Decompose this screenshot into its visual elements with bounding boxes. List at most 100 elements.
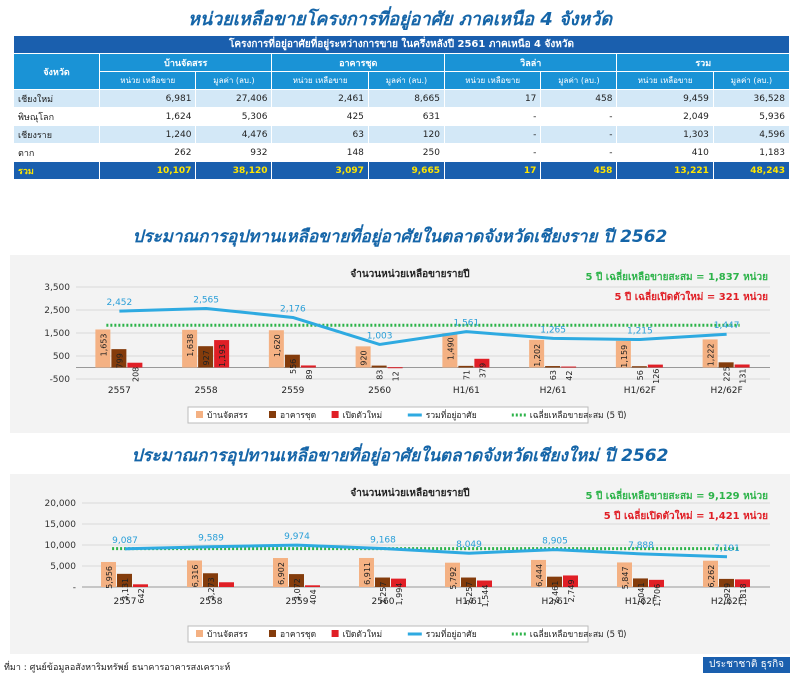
data-label: 5,847 <box>621 566 630 589</box>
cell: 17 <box>443 89 542 108</box>
chart-title: จำนวนหน่วยเหลือขายรายปี <box>350 487 469 499</box>
x-tick-label: H1/62F <box>624 386 656 396</box>
bar <box>703 560 718 587</box>
data-label: 1,620 <box>273 334 282 357</box>
chart-heading-chiangrai: ประมาณการอุปทานเหลือขายที่อยู่อาศัยในตลา… <box>132 227 668 247</box>
bar <box>633 578 648 587</box>
legend-label: เปิดตัวใหม่ <box>343 629 382 640</box>
cell: 410 <box>616 143 714 162</box>
data-label: 6,316 <box>191 564 200 587</box>
data-label: 379 <box>478 363 487 378</box>
cell: 458 <box>540 89 618 108</box>
row-name: ตาก <box>13 143 100 162</box>
data-label: 2,461 <box>551 581 560 604</box>
bar <box>477 580 492 587</box>
table-row: เชียงใหม่ 6,981 27,406 2,461 8,665 17 45… <box>13 89 791 108</box>
bar <box>187 560 202 587</box>
legend-swatch <box>269 630 276 637</box>
bar <box>647 364 663 368</box>
x-tick-label: 2559 <box>286 597 309 607</box>
series-line-total <box>124 543 728 559</box>
data-label: 6,902 <box>277 562 286 585</box>
data-label: 6,262 <box>707 565 716 588</box>
table-row: พิษณุโลก 1,624 5,306 425 631 - - 2,049 5… <box>13 107 791 126</box>
legend: บ้านจัดสรร อาคารชุด เปิดตัวใหม่ รวมที่อยู่อ… <box>187 406 626 424</box>
cell: 48,243 <box>712 161 791 180</box>
group-header: อาคารชุด <box>271 53 445 72</box>
cell: 36,528 <box>712 89 791 108</box>
cell: 3,097 <box>271 161 369 180</box>
bar <box>101 561 116 587</box>
legend-label: บ้านจัดสรร <box>207 629 248 640</box>
data-label: 1,994 <box>395 583 404 606</box>
bar <box>182 329 198 368</box>
cell: 1,183 <box>712 143 791 162</box>
bar <box>734 364 750 368</box>
y-tick-label: 1,500 <box>44 329 70 339</box>
data-label: 6,444 <box>535 564 544 587</box>
data-label: 12 <box>392 371 401 381</box>
cell: - <box>443 125 542 144</box>
x-tick-label: H2/61 <box>542 597 569 607</box>
cell: 250 <box>367 143 445 162</box>
chart-chiangrai: จำนวนหน่วยเหลือขายรายปี 5 ปี เฉลี่ยเหลือข… <box>44 268 770 424</box>
x-tick-label: H1/61 <box>456 597 483 607</box>
data-label: 208 <box>131 367 140 382</box>
row-name: พิษณุโลก <box>13 107 100 126</box>
table-row: ตาก 262 932 148 250 - - 410 1,183 <box>13 143 791 162</box>
y-tick-label: - <box>73 583 76 593</box>
cell: 38,120 <box>195 161 273 180</box>
data-label: 1,544 <box>481 585 490 608</box>
bar <box>289 574 304 587</box>
bar <box>117 573 132 587</box>
series-line-total <box>119 307 727 346</box>
chart-heading-chiangmai: ประมาณการอุปทานเหลือขายที่อยู่อาศัยในตลา… <box>131 446 669 466</box>
data-label: 1,929 <box>723 583 732 606</box>
data-label: 89 <box>305 369 314 379</box>
cell: 9,459 <box>616 89 714 108</box>
chart-chiangmai: จำนวนหน่วยเหลือขายรายปี 5 ปี เฉลี่ยเหลือข… <box>45 487 770 643</box>
cell: 5,306 <box>195 107 273 126</box>
data-label-total: 2,452 <box>106 298 132 308</box>
summary-table: โครงการที่อยู่อาศัยที่อยู่ระหว่างการขาย … <box>13 35 791 180</box>
data-label-total: 1,447 <box>714 321 740 331</box>
legend-box <box>187 625 589 643</box>
bar <box>458 365 474 368</box>
bar <box>127 362 143 368</box>
cell: 932 <box>195 143 273 162</box>
bar <box>387 367 403 369</box>
legend-label: เปิดตัวใหม่ <box>343 410 382 421</box>
bar <box>529 339 545 368</box>
row-name: รวม <box>13 161 100 180</box>
cell: 148 <box>271 143 369 162</box>
data-label: 2,257 <box>465 582 474 605</box>
data-label: 1,202 <box>533 344 542 367</box>
source-note: ที่มา : ศูนย์ข้อมูลอสังหาริมทรัพย์ ธนาคา… <box>4 663 231 673</box>
data-label: 799 <box>115 353 124 368</box>
data-label: 1,653 <box>99 333 108 356</box>
legend-box <box>187 406 589 424</box>
sub-header: มูลค่า (ลบ.) <box>540 71 618 90</box>
data-label: 3,273 <box>207 577 216 600</box>
data-label-total: 2,565 <box>193 296 219 306</box>
data-label: 42 <box>565 371 574 381</box>
sub-header: มูลค่า (ลบ.) <box>195 71 273 90</box>
bar <box>371 365 387 368</box>
data-label: 920 <box>360 350 369 365</box>
bar <box>198 346 214 368</box>
cell: 13,221 <box>616 161 714 180</box>
legend-swatch <box>196 411 203 418</box>
data-label-total: 1,265 <box>540 325 566 335</box>
x-tick-label: 2557 <box>114 597 137 607</box>
row-name: เชียงราย <box>13 125 100 144</box>
bar <box>617 562 632 587</box>
x-tick-label: H1/62F <box>625 597 657 607</box>
cell: - <box>443 107 542 126</box>
cell: - <box>540 125 618 144</box>
bar <box>445 562 460 587</box>
cell: 10,107 <box>98 161 197 180</box>
bar <box>649 579 664 587</box>
x-tick-label: H2/61 <box>540 386 567 396</box>
bar <box>203 573 218 587</box>
bar <box>719 578 734 587</box>
